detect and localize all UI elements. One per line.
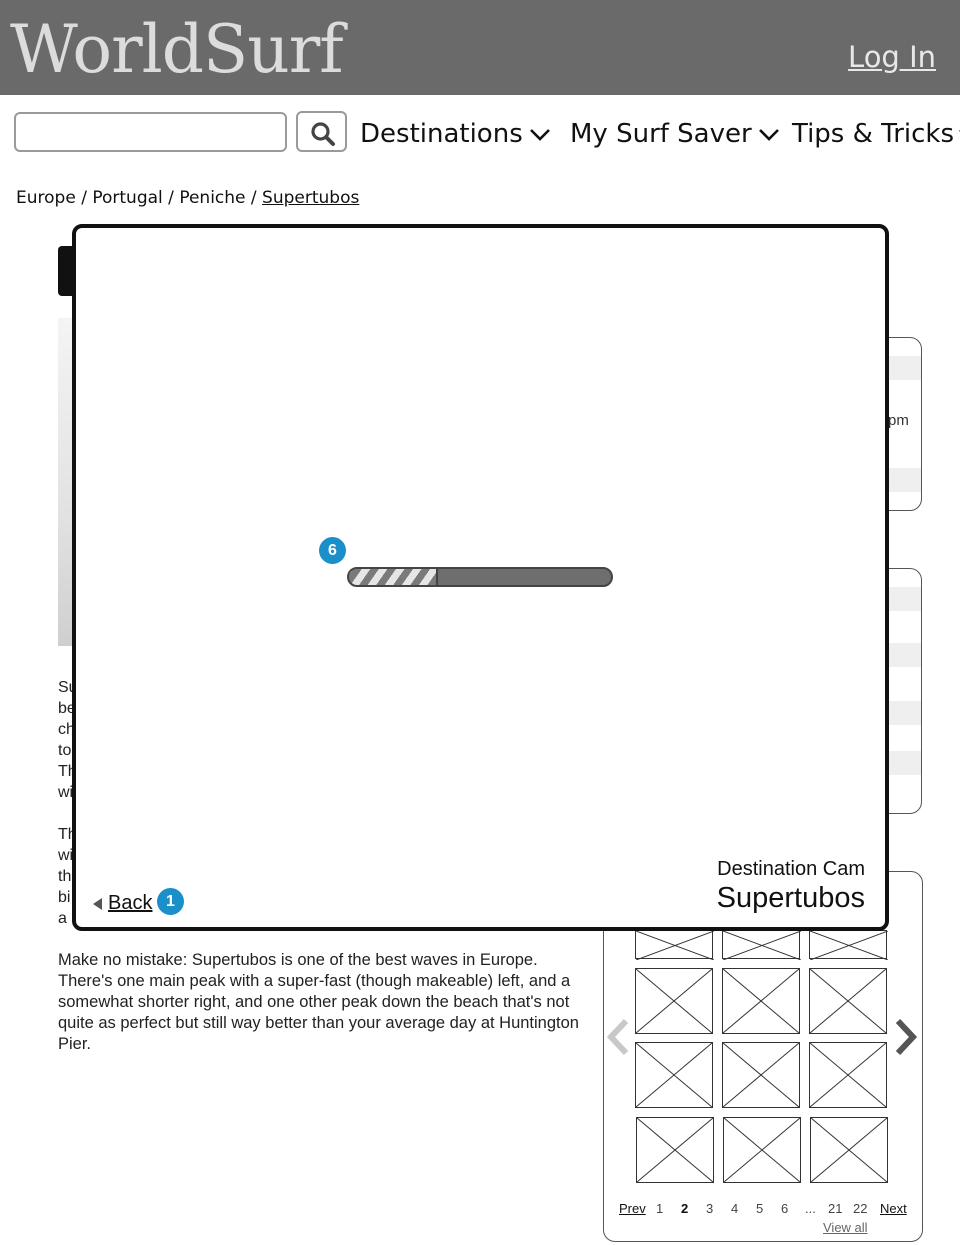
breadcrumb-portugal[interactable]: Portugal <box>92 188 163 208</box>
search-button[interactable] <box>296 111 347 152</box>
text-fragment: ch <box>58 721 72 738</box>
text-fragment: wi <box>58 847 72 864</box>
breadcrumb-europe[interactable]: Europe <box>16 188 76 208</box>
text-fragment: to <box>58 742 72 759</box>
gallery-prev-arrow[interactable] <box>606 1018 630 1063</box>
loading-progress-fill <box>349 569 439 585</box>
gallery-thumbnail[interactable] <box>809 1042 887 1108</box>
back-link[interactable]: Back <box>108 892 153 914</box>
destination-image-fragment <box>58 318 72 646</box>
text-fragment: wi <box>58 784 72 801</box>
pager-ellipsis: ... <box>805 1201 816 1216</box>
text-fragment: be <box>58 700 72 717</box>
gallery-thumbnail[interactable] <box>635 930 714 960</box>
gallery-thumbnail[interactable] <box>810 1117 888 1183</box>
pager-page[interactable]: 3 <box>706 1201 714 1216</box>
text-fragment: a <box>58 910 67 927</box>
nav-tips-tricks[interactable]: Tips & Tricks <box>792 114 960 154</box>
annotation-badge: 6 <box>319 537 346 564</box>
gallery-next-arrow[interactable] <box>894 1018 918 1063</box>
login-link[interactable]: Log In <box>848 40 936 74</box>
gallery-thumbnail[interactable] <box>636 1117 714 1183</box>
nav-my-surf-saver-label: My Surf Saver <box>570 119 752 149</box>
text-fragment: bi <box>58 889 71 906</box>
gallery-view-all[interactable]: View all <box>823 1220 868 1235</box>
gallery-thumbnail[interactable] <box>809 930 888 960</box>
annotation-badge: 1 <box>157 888 184 915</box>
pager-page[interactable]: 4 <box>731 1201 739 1216</box>
search-input[interactable] <box>14 112 287 152</box>
gallery-thumbnail[interactable] <box>635 1042 713 1108</box>
pager-page[interactable]: 21 <box>828 1201 843 1216</box>
breadcrumb: Europe / Portugal / Peniche / Supertubos <box>16 188 360 208</box>
breadcrumb-current[interactable]: Supertubos <box>262 188 360 208</box>
back-arrow-icon[interactable] <box>93 898 102 910</box>
loading-progress-bar <box>347 567 613 587</box>
search-icon <box>311 122 335 146</box>
nav-tips-tricks-label: Tips & Tricks <box>792 119 955 149</box>
chevron-down-icon <box>758 128 779 141</box>
site-logo[interactable]: WorldSurf <box>10 11 344 88</box>
text-fragment: Su <box>58 679 72 696</box>
pager-page[interactable]: 5 <box>756 1201 764 1216</box>
pager-page[interactable]: 6 <box>781 1201 789 1216</box>
pager-page[interactable]: 22 <box>853 1201 868 1216</box>
top-header: WorldSurf Log In <box>0 0 960 95</box>
destination-cam-modal <box>72 224 889 931</box>
breadcrumb-peniche[interactable]: Peniche <box>179 188 246 208</box>
chevron-right-icon <box>895 1018 918 1056</box>
gallery-thumbnail[interactable] <box>809 968 887 1034</box>
nav-destinations-label: Destinations <box>360 119 523 149</box>
text-fragment: Th <box>58 763 72 780</box>
text-fragment: Th <box>58 826 72 843</box>
cam-label: Destination Cam <box>717 858 865 880</box>
pager-next[interactable]: Next <box>880 1201 907 1216</box>
text-fragment: th <box>58 868 72 885</box>
destination-description: Make no mistake: Supertubos is one of th… <box>58 951 579 1053</box>
gallery-thumbnail[interactable] <box>722 1042 800 1108</box>
pager-prev[interactable]: Prev <box>619 1201 646 1216</box>
chevron-left-icon <box>606 1018 629 1056</box>
gallery-thumbnail[interactable] <box>722 968 800 1034</box>
nav-my-surf-saver[interactable]: My Surf Saver <box>570 114 780 154</box>
pager-page[interactable]: 1 <box>656 1201 664 1216</box>
page-title-fragment <box>58 246 72 296</box>
chevron-down-icon <box>529 128 550 141</box>
gallery-thumbnail[interactable] <box>635 968 713 1034</box>
cam-destination-name: Supertubos <box>716 882 865 914</box>
nav-destinations[interactable]: Destinations <box>360 114 551 154</box>
gallery-thumbnail[interactable] <box>722 930 801 960</box>
gallery-thumbnail[interactable] <box>723 1117 801 1183</box>
time-fragment: pm <box>888 412 909 429</box>
pager-page-active[interactable]: 2 <box>681 1201 689 1216</box>
